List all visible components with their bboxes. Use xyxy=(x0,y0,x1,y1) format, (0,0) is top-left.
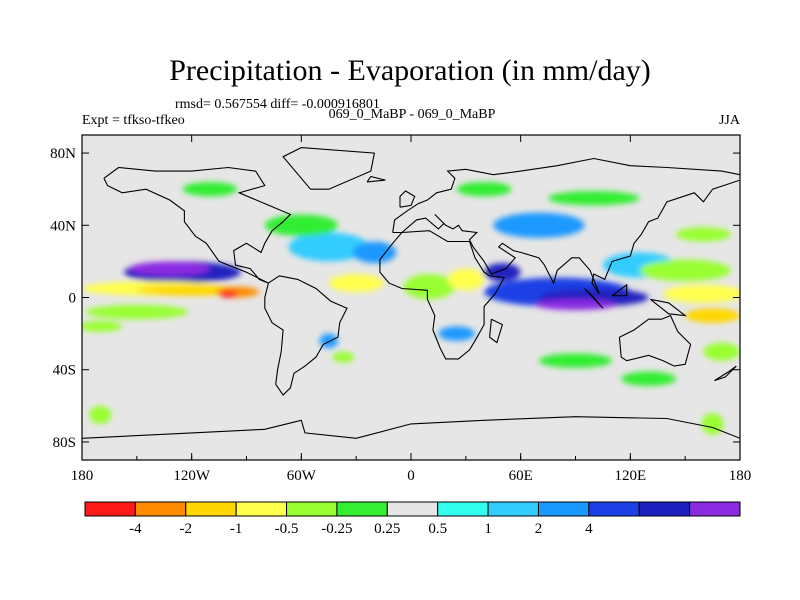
anomaly-region xyxy=(538,353,613,368)
coastline xyxy=(399,190,416,208)
colorbar-swatch xyxy=(185,501,237,517)
coastline xyxy=(584,288,604,309)
coastline xyxy=(392,157,740,233)
anomaly-region xyxy=(219,290,238,298)
coastline xyxy=(618,314,692,367)
anomaly-region xyxy=(447,268,485,291)
anomaly-region xyxy=(129,261,210,276)
y-tick-label: 40N xyxy=(50,218,76,234)
anomaly-region xyxy=(701,413,724,435)
colorbar-label: 4 xyxy=(585,521,593,537)
x-tick-label: 180 xyxy=(71,468,94,484)
coastline xyxy=(650,298,688,317)
x-tick-label: 60W xyxy=(287,468,317,484)
anomaly-region xyxy=(685,308,740,323)
colorbar-swatch xyxy=(134,501,187,517)
y-tick-label: 80N xyxy=(50,146,76,162)
colorbar-swatch xyxy=(487,501,539,517)
experiment-label: Expt = tfkso-tfkeo xyxy=(82,113,185,128)
coastline xyxy=(714,365,737,382)
anomaly-region xyxy=(89,405,112,424)
colorbar-label: -1 xyxy=(230,521,243,537)
anomaly-region xyxy=(182,181,238,197)
anomaly-region xyxy=(456,181,512,197)
anomaly-region xyxy=(85,304,189,320)
anomaly-region xyxy=(639,259,731,282)
anomaly-region xyxy=(484,263,521,282)
anomaly-region xyxy=(621,371,677,386)
coastline xyxy=(379,230,506,360)
anomaly-region xyxy=(352,241,397,264)
colorbar-label: 0.5 xyxy=(428,521,447,537)
anomaly-region xyxy=(703,342,740,361)
colorbar-swatch xyxy=(336,501,388,517)
coastline xyxy=(366,175,386,183)
colorbar-label: 0.25 xyxy=(374,521,400,537)
coastline xyxy=(489,318,504,344)
colorbar-label: -4 xyxy=(129,521,142,537)
colorbar-label: -0.25 xyxy=(321,521,352,537)
y-tick-label: 80S xyxy=(53,435,76,451)
period-comparison-label: 069_0_MaBP - 069_0_MaBP xyxy=(329,107,496,122)
coastline xyxy=(264,275,348,396)
anomaly-region xyxy=(328,274,384,293)
stats-label: rmsd= 0.567554 diff= -0.000916801 xyxy=(175,97,380,112)
coastline-layer xyxy=(82,147,740,439)
anomaly-region xyxy=(403,274,455,300)
coastline xyxy=(82,416,740,439)
colorbar-swatch xyxy=(638,501,691,517)
coastline xyxy=(611,283,628,297)
anomaly-region xyxy=(438,326,475,341)
colorbar-swatch xyxy=(386,501,439,517)
coastline xyxy=(282,147,376,190)
colorbar-swatch xyxy=(437,501,489,517)
anomaly-region xyxy=(676,227,731,242)
x-axis: 180 120W 60W 0 60E 120E 180 xyxy=(71,135,752,484)
anomaly-region xyxy=(663,284,740,303)
colorbar-label: -0.5 xyxy=(275,521,299,537)
coastline xyxy=(103,166,292,284)
anomaly-region xyxy=(332,351,355,363)
map-plot: 180 120W 60W 0 60E 120E 180 80N 40N 0 40S 80S xyxy=(50,134,752,484)
colorbar-swatch xyxy=(235,501,288,517)
y-tick-label: 0 xyxy=(69,291,77,307)
x-tick-label: 120E xyxy=(614,468,646,484)
y-axis: 80N 40N 0 40S 80S xyxy=(50,146,740,451)
anomaly-region xyxy=(288,232,369,262)
colorbar-label: -2 xyxy=(180,521,193,537)
colorbar-swatch xyxy=(537,501,590,517)
colorbar-swatch xyxy=(84,501,136,517)
anomaly-region xyxy=(493,212,585,238)
y-tick-label: 40S xyxy=(53,363,76,379)
colorbar-label: 1 xyxy=(484,521,492,537)
anomaly-layer xyxy=(82,181,740,435)
colorbar-swatch xyxy=(286,501,338,517)
colorbar-label: 2 xyxy=(535,521,543,537)
chart-title: Precipitation - Evaporation (in mm/day) xyxy=(169,54,651,87)
anomaly-region xyxy=(535,299,616,311)
colorbar: -4 -2 -1 -0.5 -0.25 0.25 0.5 1 2 4 xyxy=(84,501,741,537)
x-tick-label: 120W xyxy=(173,468,211,484)
x-tick-label: 180 xyxy=(729,468,752,484)
x-tick-label: 0 xyxy=(407,468,415,484)
coastline xyxy=(392,179,740,295)
anomaly-region xyxy=(548,190,640,206)
anomaly-region xyxy=(82,320,123,332)
anomaly-region xyxy=(264,214,338,237)
colorbar-swatch xyxy=(689,501,741,517)
season-label: JJA xyxy=(719,113,741,128)
x-tick-label: 60E xyxy=(509,468,533,484)
colorbar-swatch xyxy=(588,501,640,517)
